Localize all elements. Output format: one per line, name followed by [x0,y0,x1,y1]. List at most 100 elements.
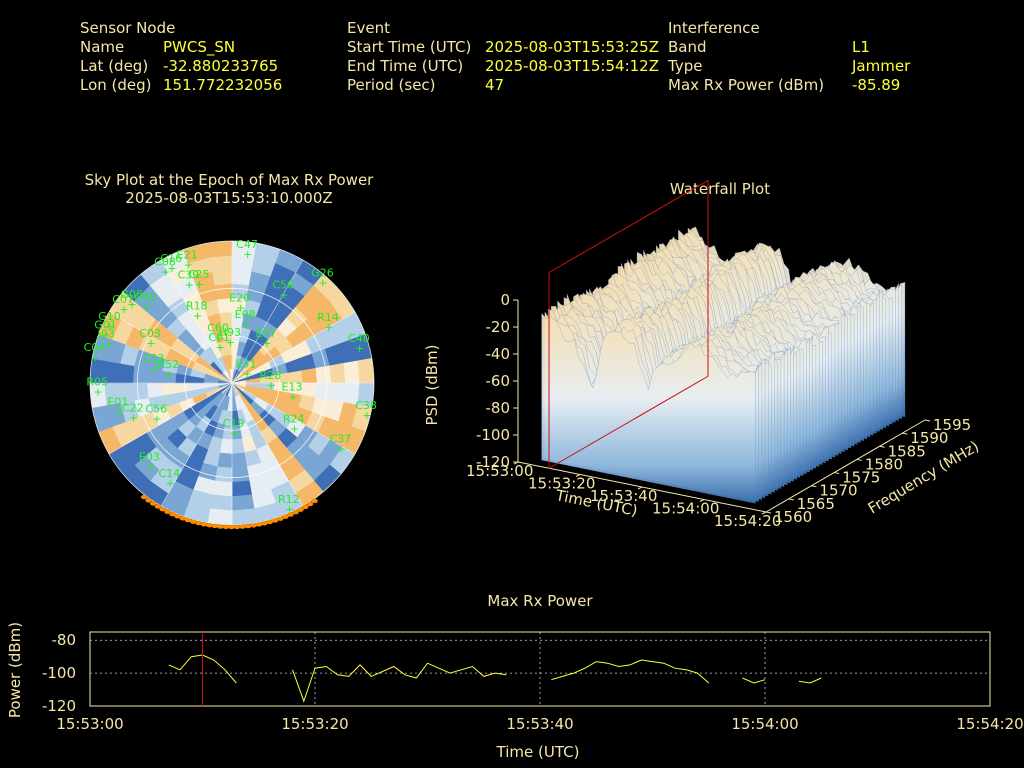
satellite-label: C19 [223,417,245,430]
sky-heat-cell [90,382,107,409]
satellite-marker: + [337,443,346,456]
jammer-marker [250,523,257,528]
sky-heat-cell [160,382,177,396]
jammer-marker [244,523,252,529]
skyplot-title-line2: 2025-08-03T15:53:10.000Z [125,189,333,207]
sky-heat-cell [211,480,233,497]
satellite-label: C40 [134,291,156,304]
sky-heat-cell [231,466,250,483]
sky-plot: +E21 +C47+C08+C16+C25+C39+C56 +G26+G08+C40… [84,238,377,530]
satellite-marker: + [324,321,333,334]
satellite-label: R05 [86,375,108,388]
sky-azimuth-spoke [231,259,304,384]
satellite-marker: + [165,477,174,490]
sky-heat-cell [231,480,253,497]
satellite-marker: + [146,337,155,350]
jammer-marker [297,507,304,512]
satellite-label: E20 [229,291,250,304]
satellite-label: G26 [311,267,334,280]
sky-azimuth-spoke [231,311,356,384]
sensor-name-value: PWCS_SN [163,38,236,56]
satellite-marker: + [193,309,202,322]
psd-tick-label: -80 [486,399,511,417]
frequency-tick-label: 1585 [888,442,926,460]
waterfall-plot: 15:53:0015:53:2015:53:4015:54:0015:54:20… [423,179,982,530]
rx-y-axis-label: Power (dBm) [6,622,24,718]
psd-tick-label: -60 [486,372,511,390]
sky-azimuth-spoke [231,382,304,507]
satellite-label: C07 [112,293,134,306]
rx-power-line [742,677,766,684]
interference-heading: Interference [668,19,760,37]
jammer-marker [292,510,299,515]
satellite-marker: + [230,427,239,440]
sky-heat-cell [315,382,332,401]
satellite-marker: + [279,288,288,301]
sensor-node-panel: Sensor Node Name PWCS_SN Lat (deg) -32.880… [80,19,282,95]
satellite-label: C22 [122,402,144,415]
satellite-marker: + [167,262,176,275]
skyplot-title: Sky Plot at the Epoch of Max Rx Power 20… [74,171,384,207]
frequency-tick [924,419,931,422]
frequency-tick-label: 1565 [797,495,835,513]
satellite-marker: + [141,301,150,314]
frequency-tick-label: 1595 [933,416,971,434]
jammer-marker [140,494,148,500]
max-rx-power-value: -85.89 [852,76,901,94]
frequency-tick-label: 1580 [865,455,903,473]
satellite-label: E07 [255,327,276,340]
satellite-label: C56 [272,278,294,291]
satellite-marker: + [236,301,245,314]
frequency-tick-label: 1570 [819,482,857,500]
satellite-label: G01 [94,319,117,332]
waterfall-surface [541,226,906,504]
satellite-marker: + [91,351,100,364]
rx-y-tick-label: -120 [42,697,76,715]
rx-power-line [551,659,710,684]
rx-y-tick-label: -100 [42,664,76,682]
sky-azimuth-spoke [160,259,233,384]
satellite-label: E08 [235,308,256,321]
satellite-marker: + [114,405,123,418]
jammer-marker [154,504,162,509]
satellite-marker: + [152,412,161,425]
sky-heat-cell [343,360,361,384]
satellite-marker: + [184,258,193,271]
time-tick-label: 15:54:00 [652,500,719,518]
satellite-marker: + [215,341,224,354]
satellite-marker: + [262,337,271,350]
sky-azimuth-spoke [108,382,233,455]
sky-heat-cell [206,241,233,258]
frequency-tick [765,511,772,514]
jammer-marker [261,521,268,526]
band-label: Band [668,38,707,56]
frequency-tick-label: 1560 [774,508,812,526]
type-label: Type [668,57,703,75]
frequency-axis [765,419,926,513]
satellite-label: C56 [145,402,167,415]
jammer-marker [282,514,289,519]
sky-heat-cell [146,382,163,399]
event-start-value: 2025-08-03T15:53:25Z [485,38,659,56]
psd-tick-label: -20 [486,318,511,336]
psd-tick-label: 0 [500,291,510,309]
jammer-marker [159,506,166,512]
frequency-tick [879,445,885,448]
satellite-marker: + [214,331,223,344]
sky-heat-cell [231,494,255,512]
time-tick-label: 15:53:20 [528,475,595,493]
rxpower-title: Max Rx Power [487,592,593,610]
sky-heat-cell [214,466,233,483]
satellite-marker: + [242,368,251,381]
satellite-label: C03 [139,327,161,340]
satellite-label: C39 [178,268,200,281]
jammer-marker [149,501,157,506]
satellite-label: C38 [355,399,377,412]
interference-panel: Interference Band L1 Type Jammer Max Rx Po… [668,19,910,95]
satellite-label: C60 [207,321,229,334]
jammer-marker [190,519,197,524]
sky-heat-cell [211,269,233,286]
satellite-marker: + [150,362,159,375]
satellite-label: R12 [278,493,300,506]
